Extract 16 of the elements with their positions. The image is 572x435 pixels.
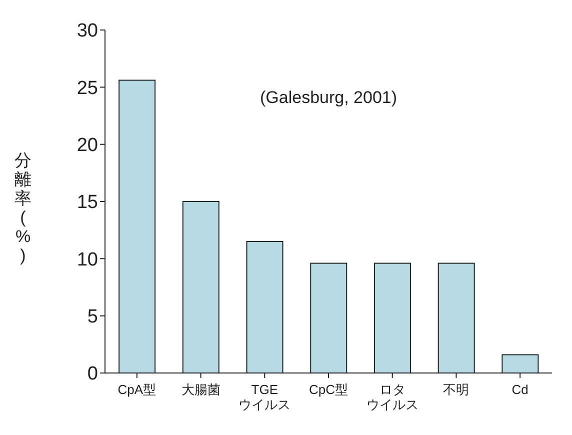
- y-tick-label: 10: [76, 249, 98, 270]
- y-axis-title: 分離率(%): [8, 148, 38, 268]
- x-tick-label: CpA型: [118, 382, 156, 397]
- x-tick-label: 大腸菌: [181, 382, 220, 397]
- y-tick-label: 30: [76, 20, 98, 42]
- y-tick-label: 5: [87, 306, 98, 328]
- x-tick-label: TGEウイルス: [238, 382, 291, 412]
- x-tick-label: Cd: [512, 382, 528, 397]
- y-tick-label: 20: [76, 135, 98, 156]
- y-tick-label: 25: [76, 78, 98, 99]
- y-tick-label: 0: [87, 364, 98, 385]
- annotation: (Galesburg, 2001): [260, 88, 398, 108]
- y-tick-label: 15: [76, 192, 98, 214]
- x-tick-label: ロタウイルス: [366, 382, 418, 412]
- x-tick-label: CpC型: [308, 382, 348, 397]
- x-tick-label: 不明: [443, 382, 470, 397]
